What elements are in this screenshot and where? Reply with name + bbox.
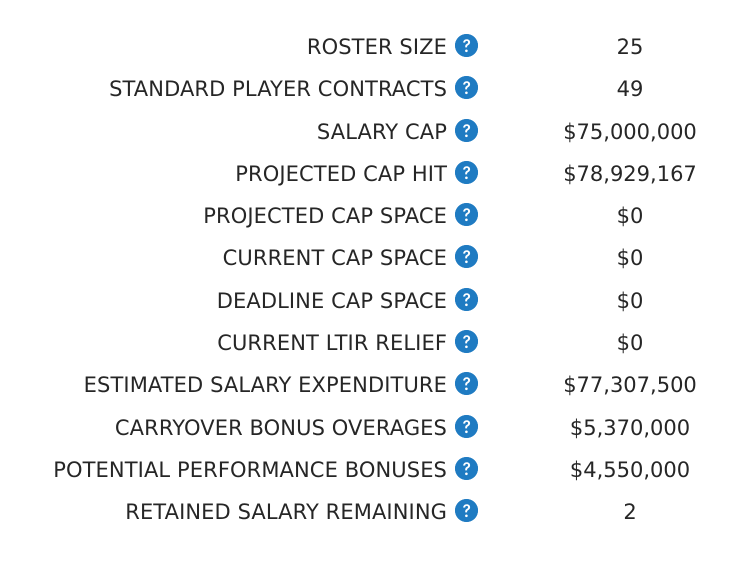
stat-value: 49 (616, 77, 644, 102)
stat-label: PROJECTED CAP HIT (235, 161, 447, 186)
stat-value: $5,370,000 (569, 415, 691, 440)
stat-row-carryover-bonus-overages: CARRYOVER BONUS OVERAGES $5,370,000 (0, 408, 730, 450)
stat-label: ESTIMATED SALARY EXPENDITURE (83, 373, 447, 398)
help-icon[interactable] (455, 76, 478, 100)
cap-stats-table: ROSTER SIZE 25 STANDARD PLAYER CONTRACTS… (0, 27, 730, 535)
stat-value: $77,307,500 (563, 373, 697, 398)
help-icon[interactable] (455, 287, 478, 311)
stat-label: STANDARD PLAYER CONTRACTS (109, 77, 447, 102)
help-icon[interactable] (455, 372, 478, 396)
stat-label: CURRENT CAP SPACE (222, 246, 447, 271)
help-icon[interactable] (455, 330, 478, 354)
stat-label: SALARY CAP (316, 119, 447, 144)
help-icon[interactable] (455, 245, 478, 269)
stat-row-salary-cap: SALARY CAP $75,000,000 (0, 112, 730, 154)
stat-label: POTENTIAL PERFORMANCE BONUSES (53, 457, 447, 482)
stat-row-potential-performance-bonuses: POTENTIAL PERFORMANCE BONUSES $4,550,000 (0, 450, 730, 492)
stat-value: $4,550,000 (569, 457, 691, 482)
stat-label: RETAINED SALARY REMAINING (125, 500, 447, 525)
stat-value: $0 (616, 204, 644, 229)
stat-label: PROJECTED CAP SPACE (203, 204, 447, 229)
stat-row-retained-salary-remaining: RETAINED SALARY REMAINING 2 (0, 492, 730, 534)
stat-label: CARRYOVER BONUS OVERAGES (114, 415, 447, 440)
stat-row-estimated-salary-expenditure: ESTIMATED SALARY EXPENDITURE $77,307,500 (0, 365, 730, 407)
stat-value: $75,000,000 (563, 119, 697, 144)
stat-value: $0 (616, 331, 644, 356)
help-icon[interactable] (455, 118, 478, 142)
help-icon[interactable] (455, 499, 478, 523)
help-icon[interactable] (455, 34, 478, 57)
stat-row-projected-cap-space: PROJECTED CAP SPACE $0 (0, 196, 730, 238)
stat-value: 25 (616, 35, 644, 59)
stat-row-current-cap-space: CURRENT CAP SPACE $0 (0, 238, 730, 280)
stat-row-current-ltir-relief: CURRENT LTIR RELIEF $0 (0, 323, 730, 365)
stat-row-standard-player-contracts: STANDARD PLAYER CONTRACTS 49 (0, 69, 730, 111)
stat-value: $0 (616, 288, 644, 313)
stat-label: CURRENT LTIR RELIEF (217, 331, 447, 356)
help-icon[interactable] (455, 160, 478, 184)
stat-label: ROSTER SIZE (306, 35, 447, 59)
stat-value: $78,929,167 (563, 161, 697, 186)
stat-row-projected-cap-hit: PROJECTED CAP HIT $78,929,167 (0, 154, 730, 196)
stat-value: $0 (616, 246, 644, 271)
help-icon[interactable] (455, 456, 478, 480)
stat-value: 2 (623, 500, 637, 525)
stat-row-roster-size: ROSTER SIZE 25 (0, 27, 730, 69)
stat-label: DEADLINE CAP SPACE (216, 288, 447, 313)
stat-row-deadline-cap-space: DEADLINE CAP SPACE $0 (0, 281, 730, 323)
help-icon[interactable] (455, 203, 478, 227)
help-icon[interactable] (455, 414, 478, 438)
